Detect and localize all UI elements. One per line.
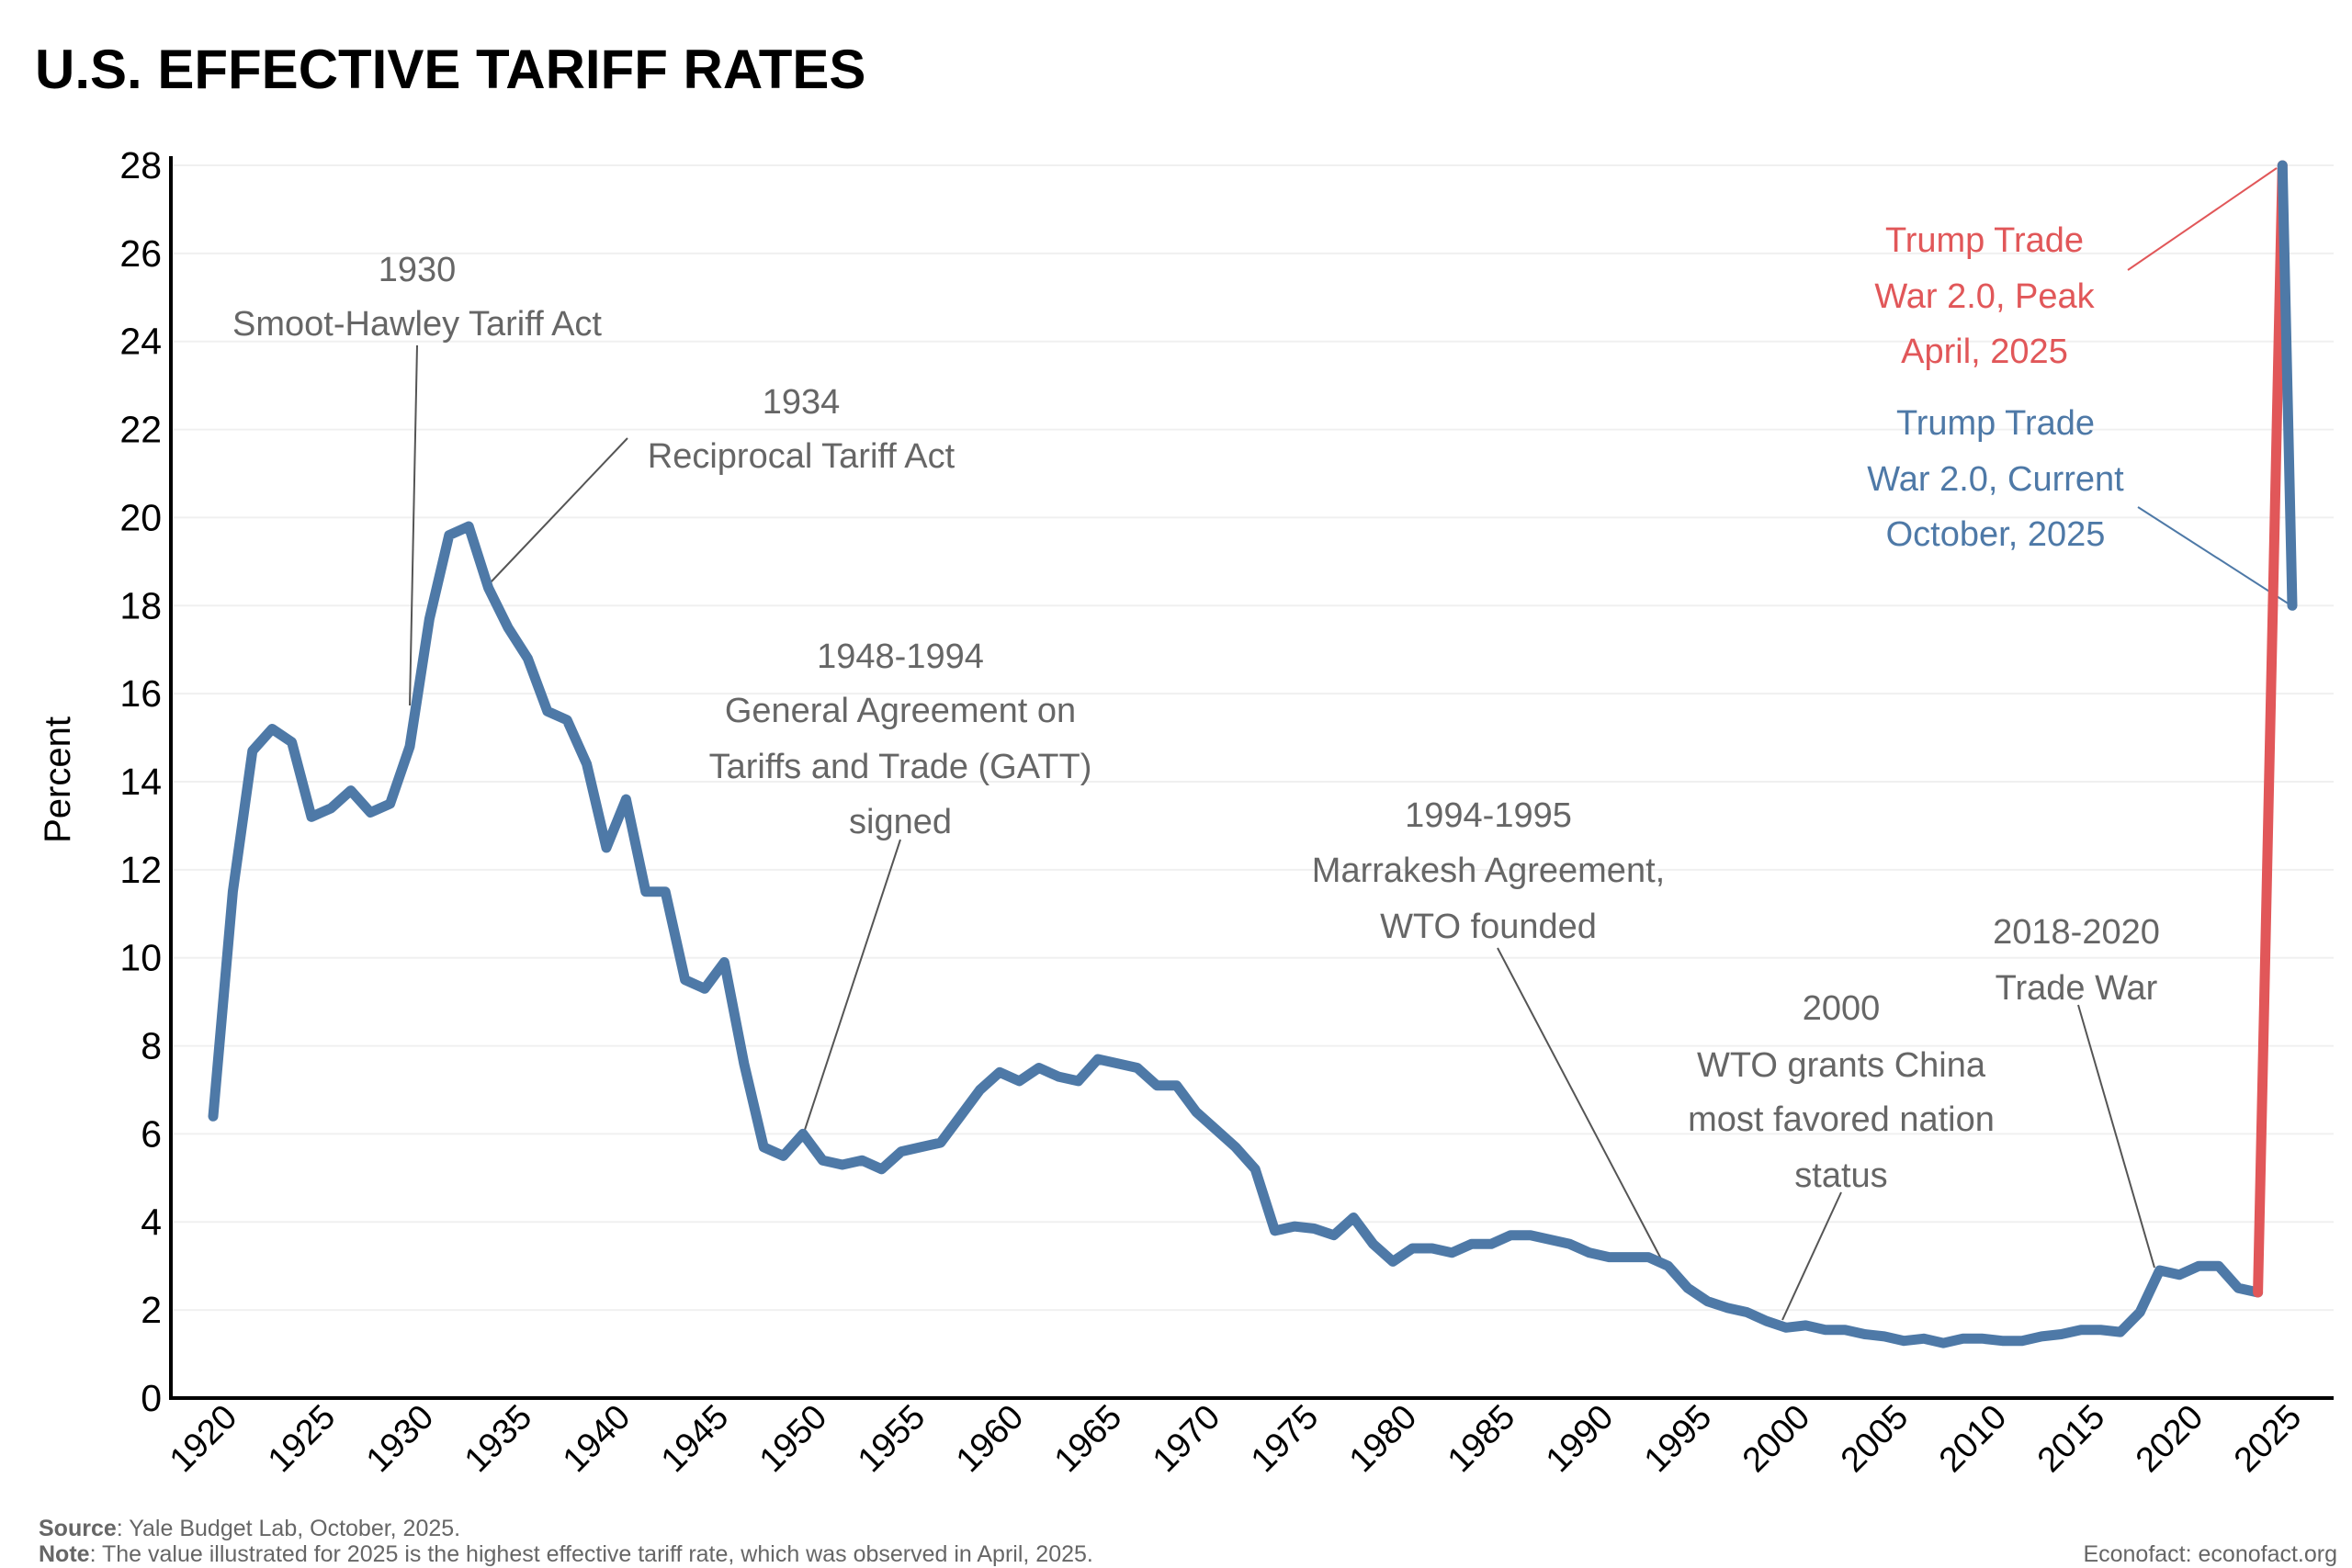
annotation-china: 2000 WTO grants China most favored natio… [1688, 989, 1995, 1195]
annotation-text: Trump Trade [1885, 221, 2084, 260]
x-tick-label: 1945 [654, 1398, 736, 1480]
leader-tradewar [2077, 1004, 2155, 1269]
annotation-text: WTO grants China [1697, 1046, 1986, 1085]
footer-note: Note: The value illustrated for 2025 is … [39, 1541, 1093, 1567]
x-tick-label: 1970 [1146, 1398, 1227, 1480]
series-line-peak [2253, 160, 2288, 1298]
x-tick-label: 1955 [851, 1398, 933, 1480]
leader-reciprocal [490, 437, 628, 583]
x-tick-label: 2015 [2030, 1398, 2112, 1480]
annotation-text: Trade War [1996, 969, 2158, 1008]
annotation-peak: Trump Trade War 2.0, Peak April, 2025 [1874, 221, 2095, 371]
leader-peak [2127, 167, 2278, 271]
y-tick-label: 0 [141, 1377, 162, 1419]
x-tick-label: 2025 [2227, 1398, 2309, 1480]
annotation-text: most favored nation [1688, 1100, 1995, 1139]
x-tick-label: 1950 [752, 1398, 834, 1480]
annotation-text: 1930 [379, 251, 457, 289]
annotation-text: 2018-2020 [1993, 913, 2160, 952]
y-tick-label: 20 [119, 496, 162, 538]
y-tick-label: 22 [119, 409, 162, 451]
footer-credit: Econofact: econofact.org [2083, 1541, 2337, 1567]
x-tick-label: 1990 [1539, 1398, 1621, 1480]
x-tick-label: 1925 [261, 1398, 343, 1480]
footer-source: Source: Yale Budget Lab, October, 2025. [39, 1516, 460, 1541]
y-tick-label: 8 [141, 1025, 162, 1067]
annotation-text: Trump Trade [1896, 404, 2095, 443]
y-tick-label: 24 [119, 321, 162, 363]
annotation-wto: 1994-1995 Marrakesh Agreement, WTO found… [1312, 796, 1665, 946]
annotation-text: Tariffs and Trade (GATT) [709, 748, 1092, 786]
y-axis-label: Percent [38, 716, 78, 843]
y-tick-label: 14 [119, 761, 162, 803]
y-tick-label: 4 [141, 1201, 162, 1243]
x-tick-label: 2010 [1932, 1398, 2014, 1480]
x-tick-label: 1995 [1637, 1398, 1719, 1480]
x-tick-label: 2020 [2129, 1398, 2211, 1480]
annotation-text: WTO founded [1380, 908, 1597, 946]
annotation-text: War 2.0, Current [1867, 460, 2124, 499]
leader-smoot [409, 344, 418, 706]
x-tick-label: 2000 [1736, 1398, 1817, 1480]
y-tick-label: 18 [119, 584, 162, 626]
series-line-current [2277, 160, 2298, 611]
series-line-historical [208, 521, 2264, 1348]
leader-gatt [802, 839, 901, 1136]
y-tick-label: 10 [119, 937, 162, 979]
annotation-text: status [1794, 1156, 1887, 1195]
x-axis-ticks: 1920 1925 1930 1935 1940 1945 1950 1955 1960 1965… [163, 1398, 2309, 1480]
annotation-text: April, 2025 [1901, 333, 2068, 371]
annotation-text: War 2.0, Peak [1874, 277, 2095, 316]
series-lines [208, 160, 2298, 1348]
annotation-text: signed [849, 803, 952, 841]
leader-wto [1497, 947, 1667, 1269]
x-tick-label: 1940 [556, 1398, 638, 1480]
x-tick-label: 1920 [163, 1398, 244, 1480]
annotation-text: 1934 [763, 383, 841, 422]
gridlines [173, 164, 2334, 1312]
x-tick-label: 1935 [458, 1398, 539, 1480]
annotation-text: Reciprocal Tariff Act [648, 437, 956, 476]
annotation-text: 1994-1995 [1405, 796, 1572, 835]
annotation-text: Smoot-Hawley Tariff Act [232, 305, 602, 344]
x-tick-label: 1930 [359, 1398, 441, 1480]
leader-china [1781, 1191, 1842, 1321]
annotation-smoot: 1930 Smoot-Hawley Tariff Act [232, 251, 602, 344]
annotation-text: General Agreement on [725, 692, 1076, 730]
annotation-reciprocal: 1934 Reciprocal Tariff Act [648, 383, 956, 476]
y-tick-label: 6 [141, 1112, 162, 1155]
annotation-tradewar: 2018-2020 Trade War [1993, 913, 2160, 1008]
y-tick-label: 28 [119, 144, 162, 186]
note-text: : The value illustrated for 2025 is the … [90, 1541, 1093, 1567]
leader-current [2137, 506, 2290, 605]
x-tick-label: 1980 [1342, 1398, 1424, 1480]
note-label: Note [39, 1541, 90, 1567]
y-tick-label: 12 [119, 849, 162, 891]
annotation-gatt: 1948-1994 General Agreement on Tariffs a… [709, 637, 1092, 841]
annotation-text: 2000 [1803, 989, 1881, 1028]
x-tick-label: 1965 [1047, 1398, 1129, 1480]
annotation-text: 1948-1994 [817, 637, 984, 676]
x-tick-label: 1960 [949, 1398, 1031, 1480]
x-tick-label: 1985 [1441, 1398, 1522, 1480]
annotation-text: October, 2025 [1886, 515, 2106, 554]
annotation-leaders [409, 167, 2290, 1321]
x-tick-label: 2005 [1834, 1398, 1916, 1480]
chart-title: U.S. EFFECTIVE TARIFF RATES [35, 39, 865, 100]
y-tick-label: 16 [119, 672, 162, 715]
y-tick-label: 2 [141, 1289, 162, 1331]
y-tick-label: 26 [119, 232, 162, 275]
source-text: : Yale Budget Lab, October, 2025. [117, 1516, 460, 1541]
annotation-current: Trump Trade War 2.0, Current October, 20… [1867, 404, 2124, 554]
x-tick-label: 1975 [1244, 1398, 1326, 1480]
annotation-text: Marrakesh Agreement, [1312, 852, 1665, 890]
source-label: Source [39, 1516, 117, 1541]
